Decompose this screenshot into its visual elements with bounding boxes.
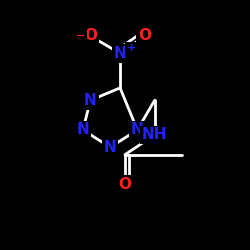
Text: NH: NH <box>142 128 168 142</box>
Text: −: − <box>76 31 85 41</box>
Text: +: + <box>126 43 136 53</box>
Text: O: O <box>118 177 132 192</box>
Text: O: O <box>84 28 97 44</box>
Text: N: N <box>76 122 89 138</box>
Text: O: O <box>138 28 151 44</box>
Text: N: N <box>104 140 117 155</box>
Text: N: N <box>84 93 97 108</box>
Text: N: N <box>131 122 144 138</box>
Text: N: N <box>114 46 126 61</box>
